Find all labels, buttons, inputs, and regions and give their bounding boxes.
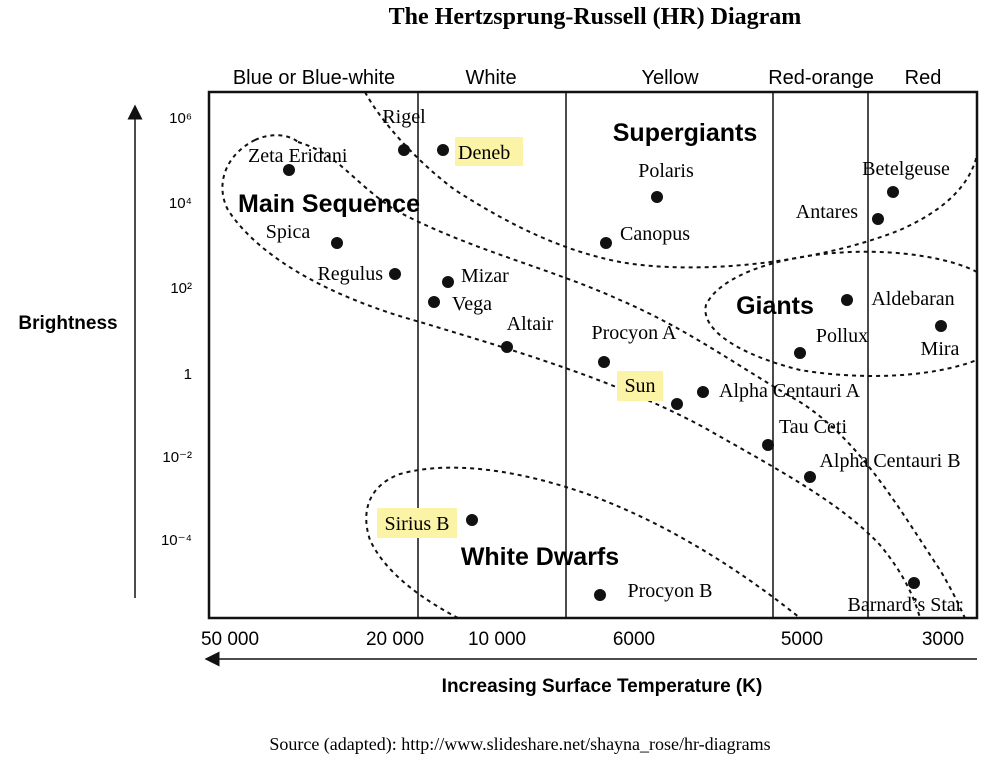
star-label-deneb: Deneb	[458, 142, 510, 164]
star-dot-mira	[935, 320, 947, 332]
star-label-tau-ceti: Tau Ceti	[779, 416, 847, 438]
star-label-procyon-b: Procyon B	[628, 580, 713, 602]
star-dot-alpha-centauri-a	[697, 386, 709, 398]
star-label-alpha-centauri-b: Alpha Centauri B	[819, 450, 960, 472]
supergiants-outline	[364, 91, 978, 269]
star-dot-vega	[428, 296, 440, 308]
star-dot-zeta-eridani	[283, 164, 295, 176]
star-label-rigel: Rigel	[382, 106, 426, 128]
star-dot-alpha-centauri-b	[804, 471, 816, 483]
star-label-mira: Mira	[921, 338, 960, 360]
region-label-white-dwarfs: White Dwarfs	[461, 543, 619, 571]
star-dot-pollux	[794, 347, 806, 359]
band-label-red-orange: Red-orange	[768, 67, 874, 89]
source-caption: Source (adapted): http://www.slideshare.…	[269, 734, 770, 755]
star-label-spica: Spica	[266, 221, 311, 243]
star-dot-polaris	[651, 191, 663, 203]
x-tick-label: 6000	[613, 629, 655, 650]
x-axis-title: Increasing Surface Temperature (K)	[442, 676, 763, 697]
diagram-title: The Hertzsprung-Russell (HR) Diagram	[389, 4, 802, 30]
star-dot-deneb	[437, 144, 449, 156]
star-label-canopus: Canopus	[620, 223, 690, 245]
star-dot-mizar	[442, 276, 454, 288]
star-dot-sirius-b	[466, 514, 478, 526]
star-label-procyon-a: Procyon A	[592, 322, 678, 344]
region-label-supergiants: Supergiants	[613, 119, 757, 147]
band-label-blue: Blue or Blue-white	[233, 67, 395, 89]
region-label-main-sequence: Main Sequence	[238, 190, 420, 218]
y-tick-label: 10²	[170, 280, 192, 297]
star-dot-altair	[501, 341, 513, 353]
plot-frame	[207, 90, 979, 620]
star-dot-aldebaran	[841, 294, 853, 306]
star-dot-spica	[331, 237, 343, 249]
star-dot-procyon-b	[594, 589, 606, 601]
star-dot-rigel	[398, 144, 410, 156]
star-label-sirius-b: Sirius B	[384, 513, 449, 535]
x-tick-label: 3000	[922, 629, 964, 650]
y-tick-label: 10⁻²	[162, 449, 192, 466]
y-tick-label: 10⁻⁴	[161, 532, 192, 549]
y-axis-title: Brightness	[18, 313, 117, 334]
star-label-regulus: Regulus	[317, 263, 383, 285]
main-sequence-outline	[221, 134, 966, 619]
region-label-giants: Giants	[736, 292, 814, 320]
star-label-betelgeuse: Betelgeuse	[862, 158, 950, 180]
star-dot-barnards-star	[908, 577, 920, 589]
star-dot-sun	[671, 398, 683, 410]
star-markers	[283, 144, 947, 601]
y-tick-label: 1	[184, 366, 192, 383]
x-tick-label: 50 000	[201, 629, 259, 650]
star-label-altair: Altair	[507, 313, 554, 335]
star-label-aldebaran: Aldebaran	[871, 288, 954, 310]
star-label-antares: Antares	[796, 201, 858, 223]
highlight-box	[377, 508, 457, 538]
star-label-mizar: Mizar	[461, 265, 509, 287]
star-label-pollux: Pollux	[816, 325, 868, 347]
x-tick-label: 5000	[781, 629, 823, 650]
star-dot-tau-ceti	[762, 439, 774, 451]
band-label-yellow: Yellow	[641, 67, 699, 89]
giants-outline	[704, 250, 978, 377]
x-tick-label: 10 000	[468, 629, 526, 650]
star-dot-betelgeuse	[887, 186, 899, 198]
star-dot-procyon-a	[598, 356, 610, 368]
star-label-vega: Vega	[452, 293, 492, 315]
star-dot-regulus	[389, 268, 401, 280]
highlight-box	[617, 371, 663, 401]
y-tick-label: 10⁶	[169, 110, 192, 127]
band-label-red: Red	[905, 67, 942, 89]
star-label-polaris: Polaris	[638, 160, 694, 182]
star-label-barnards-star: Barnard’s Star	[848, 594, 963, 616]
star-dot-antares	[872, 213, 884, 225]
highlight-box	[455, 137, 523, 166]
x-tick-label: 20 000	[366, 629, 424, 650]
star-label-zeta-eridani: Zeta Eridani	[248, 145, 348, 167]
y-tick-label: 10⁴	[169, 195, 192, 212]
star-label-alpha-centauri-a: Alpha Centauri A	[719, 380, 861, 402]
star-dot-canopus	[600, 237, 612, 249]
star-label-sun: Sun	[624, 375, 655, 397]
band-label-white: White	[465, 67, 516, 89]
